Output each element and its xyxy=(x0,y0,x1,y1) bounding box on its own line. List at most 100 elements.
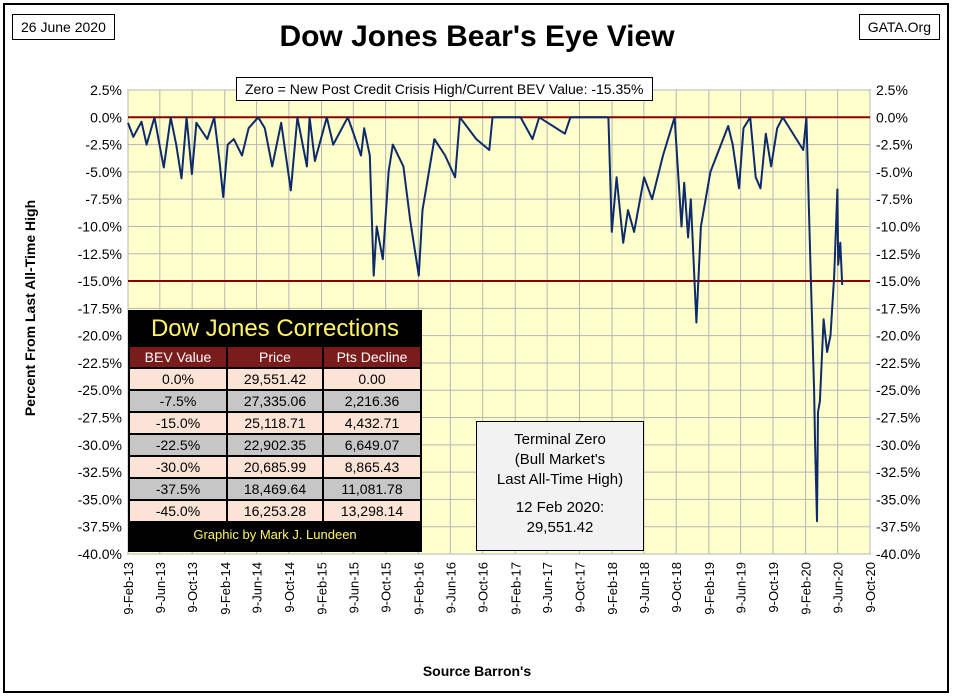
x-tick-label: 9-Jun-20 xyxy=(831,562,846,613)
x-tick-label: 9-Feb-18 xyxy=(605,562,620,615)
cell-bev: 0.0% xyxy=(129,368,227,390)
y-tick-label: -17.5% xyxy=(876,300,920,316)
y-tick-label: -20.0% xyxy=(876,328,920,344)
cell-price: 27,335.06 xyxy=(227,390,323,412)
cell-decline: 0.00 xyxy=(323,368,421,390)
y-tick-label: -37.5% xyxy=(78,519,122,535)
x-tick-label: 9-Feb-16 xyxy=(411,562,426,615)
y-tick-label: -2.5% xyxy=(85,137,122,153)
y-tick-label: -12.5% xyxy=(78,246,122,262)
x-tick-label: 9-Jun-13 xyxy=(153,562,168,613)
x-tick-label: 9-Jun-16 xyxy=(443,562,458,613)
y-ticks-right: 2.5% 0.0% -2.5% -5.0% -7.5% -10.0% -12.5% -15.0… xyxy=(876,82,920,562)
cell-bev: -30.0% xyxy=(129,456,227,478)
terminal-line-1: Terminal Zero xyxy=(514,431,606,448)
corrections-title: Dow Jones Corrections xyxy=(150,315,400,342)
cell-bev: -45.0% xyxy=(129,500,227,522)
y-tick-label: -32.5% xyxy=(78,464,122,480)
cell-price: 20,685.99 xyxy=(227,456,323,478)
chart-title: Dow Jones Bear's Eye View xyxy=(279,20,675,53)
header-pts-decline: Pts Decline xyxy=(323,346,421,368)
y-tick-label: -20.0% xyxy=(78,328,122,344)
series-line-layer xyxy=(127,116,844,523)
table-row: -30.0% 20,685.99 8,865.43 xyxy=(129,456,421,478)
cell-bev: -15.0% xyxy=(129,412,227,434)
y-tick-label: -32.5% xyxy=(876,464,920,480)
cell-price: 16,253.28 xyxy=(227,500,323,522)
y-axis-label: Percent From Last All-Time High xyxy=(22,199,38,417)
y-tick-label: 2.5% xyxy=(90,82,122,98)
y-tick-label: -40.0% xyxy=(78,546,122,562)
x-tick-label: 9-Oct-19 xyxy=(766,562,781,613)
table-row: -15.0% 25,118.71 4,432.71 xyxy=(129,412,421,434)
x-ticks: 9-Feb-13 9-Jun-13 9-Oct-13 9-Feb-14 9-Jun-14… xyxy=(121,562,878,615)
table-row: -22.5% 22,902.35 6,649.07 xyxy=(129,434,421,456)
y-ticks-left: 2.5% 0.0% -2.5% -5.0% -7.5% -10.0% -12.5% -15.0… xyxy=(78,82,122,562)
y-tick-label: 0.0% xyxy=(90,109,122,125)
x-tick-label: 9-Oct-14 xyxy=(282,562,297,613)
x-tick-label: 9-Feb-14 xyxy=(218,562,233,615)
x-tick-label: 9-Oct-13 xyxy=(185,562,200,613)
cell-decline: 6,649.07 xyxy=(323,434,421,456)
y-tick-label: -10.0% xyxy=(78,218,122,234)
series-line xyxy=(127,116,844,523)
terminal-value: 29,551.42 xyxy=(526,519,594,536)
x-tick-label: 9-Oct-18 xyxy=(669,562,684,613)
cell-bev: -7.5% xyxy=(129,390,227,412)
table-row: -37.5% 18,469.64 11,081.78 xyxy=(129,478,421,500)
y-tick-label: -27.5% xyxy=(876,410,920,426)
x-tick-label: 9-Oct-15 xyxy=(379,562,394,613)
date-label: 26 June 2020 xyxy=(12,14,115,40)
x-tick-label: 9-Jun-18 xyxy=(637,562,652,613)
x-tick-label: 9-Feb-15 xyxy=(315,562,330,615)
terminal-line-2: (Bull Market's xyxy=(514,451,606,468)
y-tick-label: -27.5% xyxy=(78,410,122,426)
x-tick-label: 9-Jun-17 xyxy=(540,562,555,613)
y-tick-label: -5.0% xyxy=(85,164,122,180)
x-tick-label: 9-Feb-20 xyxy=(799,562,814,615)
cell-price: 22,902.35 xyxy=(227,434,323,456)
y-tick-label: -40.0% xyxy=(876,546,920,562)
y-tick-label: -12.5% xyxy=(876,246,920,262)
cell-decline: 8,865.43 xyxy=(323,456,421,478)
y-tick-label: -10.0% xyxy=(876,218,920,234)
x-tick-label: 9-Oct-20 xyxy=(863,562,878,613)
terminal-date: 12 Feb 2020: xyxy=(515,499,605,516)
corrections-table: Dow Jones Corrections BEV Value Price Pt… xyxy=(128,310,422,552)
y-tick-label: -35.0% xyxy=(78,491,122,507)
y-tick-label: -7.5% xyxy=(876,191,913,207)
header-bev-value: BEV Value xyxy=(129,346,227,368)
y-tick-label: -22.5% xyxy=(876,355,920,371)
y-tick-label: -15.0% xyxy=(876,273,920,289)
corrections-header-row: BEV Value Price Pts Decline xyxy=(129,346,421,368)
x-tick-label: 9-Oct-16 xyxy=(476,562,491,613)
x-tick-label: 9-Jun-19 xyxy=(734,562,749,613)
y-tick-label: -5.0% xyxy=(876,164,913,180)
y-tick-label: -30.0% xyxy=(78,437,122,453)
y-tick-label: -17.5% xyxy=(78,300,122,316)
terminal-zero-annotation: Terminal Zero (Bull Market's Last All-Ti… xyxy=(476,421,644,551)
x-tick-label: 9-Oct-17 xyxy=(572,562,587,613)
cell-price: 18,469.64 xyxy=(227,478,323,500)
y-tick-label: -25.0% xyxy=(876,382,920,398)
cell-decline: 11,081.78 xyxy=(323,478,421,500)
header-price: Price xyxy=(227,346,323,368)
table-row: 0.0% 29,551.42 0.00 xyxy=(129,368,421,390)
table-row: -7.5% 27,335.06 2,216.36 xyxy=(129,390,421,412)
y-tick-label: -35.0% xyxy=(876,491,920,507)
y-tick-label: -2.5% xyxy=(876,137,913,153)
x-tick-label: 9-Feb-19 xyxy=(702,562,717,615)
table-row: -45.0% 16,253.28 13,298.14 xyxy=(129,500,421,522)
cell-bev: -37.5% xyxy=(129,478,227,500)
y-tick-label: -25.0% xyxy=(78,382,122,398)
zero-note: Zero = New Post Credit Crisis High/Curre… xyxy=(236,77,653,101)
x-tick-label: 9-Feb-17 xyxy=(508,562,523,615)
y-tick-label: -30.0% xyxy=(876,437,920,453)
y-tick-label: 2.5% xyxy=(876,82,908,98)
graphic-credit: Graphic by Mark J. Lundeen xyxy=(193,527,357,542)
cell-decline: 2,216.36 xyxy=(323,390,421,412)
cell-decline: 13,298.14 xyxy=(323,500,421,522)
cell-decline: 4,432.71 xyxy=(323,412,421,434)
y-tick-label: -37.5% xyxy=(876,519,920,535)
x-tick-label: 9-Feb-13 xyxy=(121,562,136,615)
